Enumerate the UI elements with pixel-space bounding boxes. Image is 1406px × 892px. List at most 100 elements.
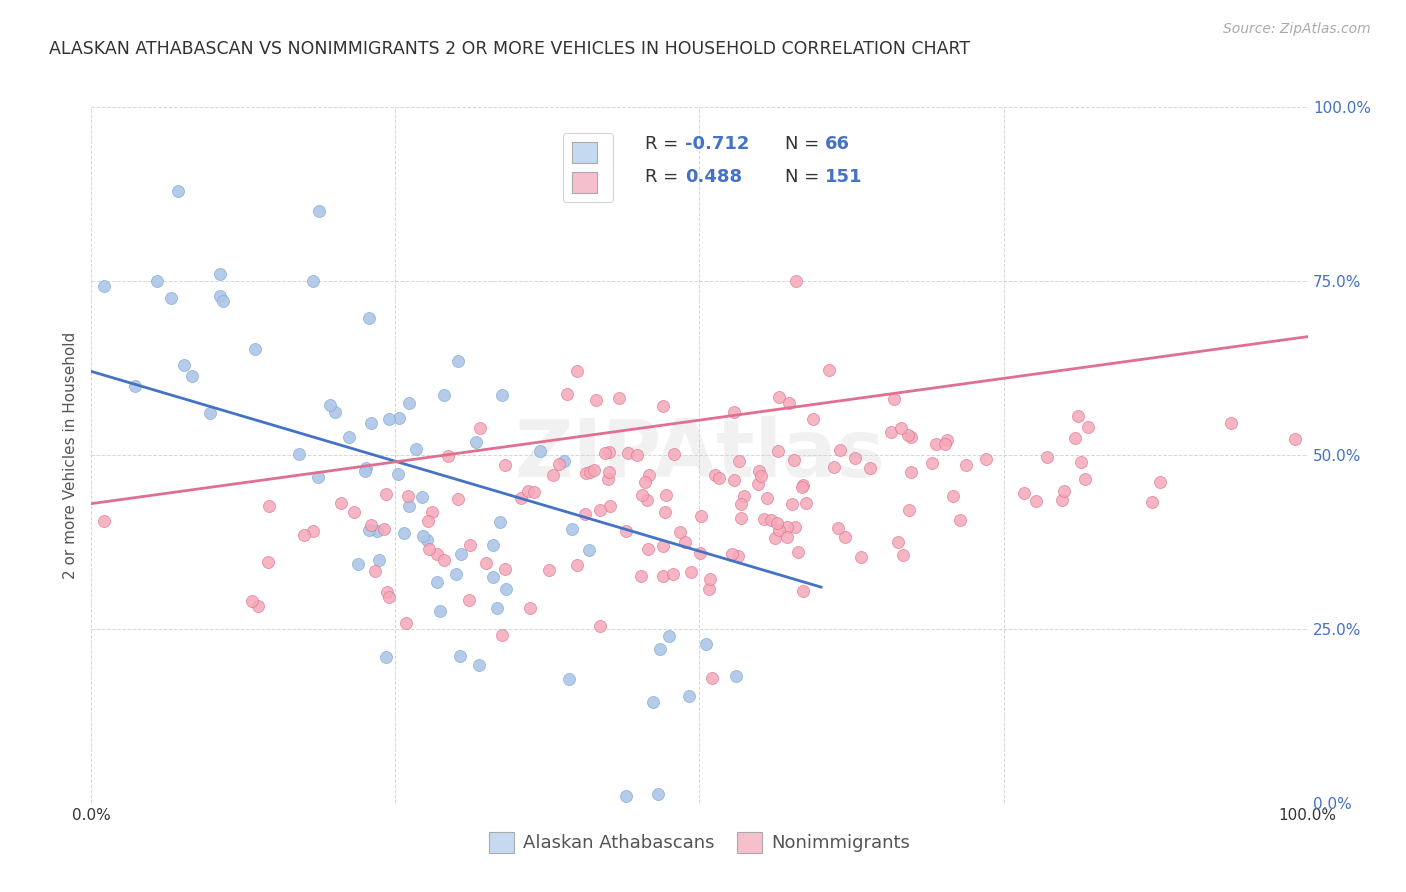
Point: [830, 443, 852, 458]
Point: [974, 451, 997, 466]
Point: [416, 515, 439, 529]
Point: [465, 434, 488, 449]
Point: [790, 480, 813, 494]
Point: [398, 395, 420, 409]
Point: [1014, 486, 1036, 500]
Point: [426, 574, 449, 589]
Point: [198, 406, 221, 420]
Text: 0.488: 0.488: [685, 168, 742, 186]
Point: [1070, 455, 1092, 469]
Point: [582, 463, 605, 477]
Point: [211, 294, 233, 309]
Point: [360, 517, 382, 532]
Point: [240, 593, 263, 607]
Point: [637, 541, 659, 556]
Point: [897, 427, 920, 442]
Point: [792, 478, 814, 492]
Point: [1053, 483, 1076, 498]
Legend: Alaskan Athabascans, Nonimmigrants: Alaskan Athabascans, Nonimmigrants: [482, 824, 917, 860]
Point: [699, 582, 721, 597]
Point: [1220, 416, 1243, 430]
Point: [243, 342, 266, 356]
Point: [1064, 431, 1087, 445]
Point: [747, 476, 769, 491]
Point: [302, 524, 325, 538]
Point: [579, 465, 602, 479]
Point: [700, 671, 723, 685]
Text: R =: R =: [645, 168, 683, 186]
Point: [647, 787, 669, 801]
Point: [294, 527, 316, 541]
Point: [449, 648, 471, 663]
Point: [495, 582, 517, 596]
Point: [752, 512, 775, 526]
Point: [598, 465, 620, 479]
Point: [792, 584, 814, 599]
Point: [398, 499, 420, 513]
Point: [942, 490, 965, 504]
Point: [173, 358, 195, 372]
Point: [785, 274, 807, 288]
Point: [160, 291, 183, 305]
Point: [690, 508, 713, 523]
Point: [1073, 472, 1095, 486]
Point: [357, 311, 380, 326]
Point: [794, 496, 817, 510]
Point: [378, 590, 401, 604]
Point: [93, 279, 115, 293]
Point: [375, 486, 398, 500]
Point: [768, 443, 790, 458]
Point: [486, 600, 509, 615]
Point: [375, 584, 398, 599]
Point: [631, 488, 654, 502]
Point: [768, 390, 790, 404]
Point: [589, 502, 612, 516]
Point: [934, 436, 956, 450]
Point: [749, 468, 772, 483]
Text: 151: 151: [825, 168, 862, 186]
Point: [353, 465, 375, 479]
Point: [433, 553, 456, 567]
Point: [433, 388, 456, 402]
Point: [585, 392, 607, 407]
Point: [418, 542, 440, 557]
Point: [523, 485, 546, 500]
Point: [661, 567, 683, 582]
Point: [723, 405, 745, 419]
Point: [695, 637, 717, 651]
Point: [891, 548, 914, 562]
Point: [678, 690, 700, 704]
Point: [887, 535, 910, 549]
Point: [308, 203, 330, 218]
Point: [654, 505, 676, 519]
Point: [935, 433, 957, 447]
Point: [482, 570, 505, 584]
Point: [755, 491, 778, 505]
Point: [458, 538, 481, 552]
Point: [574, 507, 596, 521]
Point: [411, 490, 433, 504]
Point: [616, 789, 638, 803]
Point: [146, 274, 169, 288]
Point: [519, 600, 541, 615]
Point: [763, 531, 786, 545]
Point: [420, 505, 443, 519]
Point: [366, 524, 388, 538]
Point: [776, 530, 799, 544]
Point: [880, 425, 903, 439]
Text: R =: R =: [645, 135, 683, 153]
Point: [673, 534, 696, 549]
Point: [494, 562, 516, 576]
Point: [607, 391, 630, 405]
Point: [1050, 493, 1073, 508]
Point: [474, 556, 496, 570]
Point: [444, 566, 467, 581]
Point: [426, 547, 449, 561]
Point: [664, 447, 686, 461]
Point: [339, 430, 361, 444]
Point: [768, 524, 790, 538]
Point: [596, 472, 619, 486]
Point: [759, 513, 782, 527]
Point: [787, 545, 810, 559]
Point: [955, 458, 977, 473]
